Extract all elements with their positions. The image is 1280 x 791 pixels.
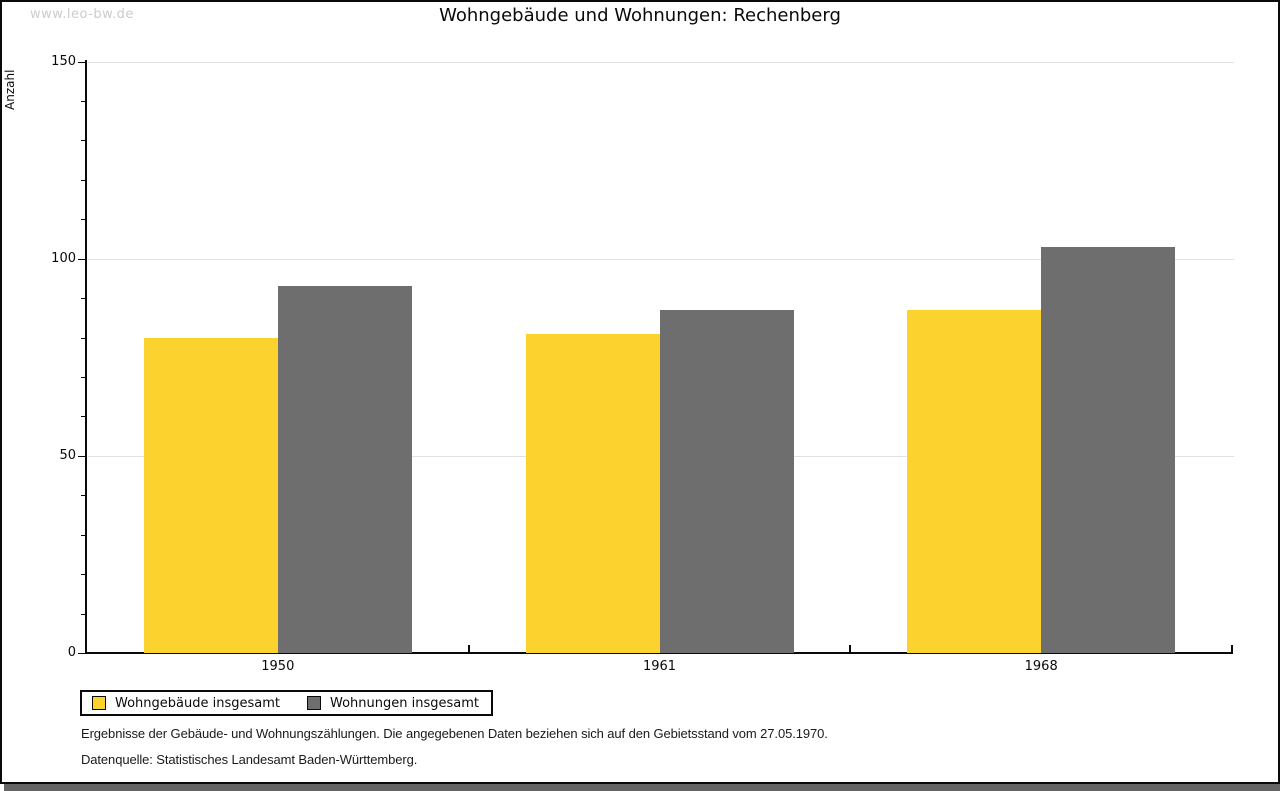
legend-box: Wohngebäude insgesamt Wohnungen insgesamt [80, 690, 493, 716]
y-major-tick-0 [78, 653, 86, 654]
x-tick-label-1961: 1961 [642, 659, 677, 674]
bar-1950-wohngebaeude [143, 337, 278, 653]
y-axis-line [85, 60, 87, 654]
y-tick-label-150: 150 [51, 53, 76, 69]
y-minor-tick-40 [81, 495, 86, 497]
x-boundary-tick-3 [1231, 645, 1233, 653]
y-tick-label-100: 100 [51, 250, 76, 266]
x-boundary-tick-1 [467, 645, 470, 653]
y-axis-label: Anzahl [3, 69, 17, 110]
bar-1950-wohnungen [277, 286, 412, 653]
y-minor-tick-20 [81, 574, 86, 576]
gridline-150 [88, 61, 1234, 63]
y-minor-tick-110 [81, 219, 86, 221]
legend-swatch-yellow [92, 696, 106, 710]
footnote-gebietsstand: Ergebnisse der Gebäude- und Wohnungszähl… [81, 726, 828, 741]
chart-title: Wohngebäude und Wohnungen: Rechenberg [439, 5, 841, 26]
footnote-datenquelle: Datenquelle: Statistisches Landesamt Bad… [81, 752, 418, 767]
y-major-tick-50 [78, 455, 86, 457]
legend-swatch-gray [307, 696, 321, 710]
legend-item-wohngebaeude: Wohngebäude insgesamt [92, 692, 280, 714]
y-tick-label-50: 50 [59, 447, 76, 463]
y-minor-tick-30 [81, 534, 86, 536]
y-minor-tick-10 [81, 613, 86, 615]
bar-1961-wohnungen [659, 309, 794, 653]
gridline-100 [88, 258, 1234, 260]
y-major-tick-150 [78, 61, 86, 63]
y-major-tick-100 [78, 258, 86, 260]
y-minor-tick-80 [81, 337, 86, 339]
x-boundary-tick-2 [849, 645, 852, 653]
y-minor-tick-90 [81, 298, 86, 300]
legend-item-wohnungen: Wohnungen insgesamt [307, 692, 479, 714]
legend-label-wohngebaeude: Wohngebäude insgesamt [115, 695, 280, 711]
y-minor-tick-60 [81, 416, 86, 418]
y-minor-tick-70 [81, 377, 86, 378]
watermark: www.leo-bw.de [30, 7, 134, 22]
x-tick-label-1968: 1968 [1024, 659, 1058, 674]
bar-1968-wohngebaeude [907, 309, 1042, 653]
y-minor-tick-140 [81, 100, 86, 102]
window-bottom-strip [4, 784, 1280, 791]
x-tick-label-1950: 1950 [261, 659, 295, 674]
bar-1961-wohngebaeude [525, 333, 660, 653]
y-minor-tick-120 [81, 179, 86, 181]
legend-label-wohnungen: Wohnungen insgesamt [330, 695, 479, 711]
bar-1968-wohnungen [1041, 246, 1176, 653]
y-minor-tick-130 [81, 140, 86, 142]
x-axis-line [86, 652, 1233, 654]
y-tick-label-0: 0 [67, 645, 76, 660]
